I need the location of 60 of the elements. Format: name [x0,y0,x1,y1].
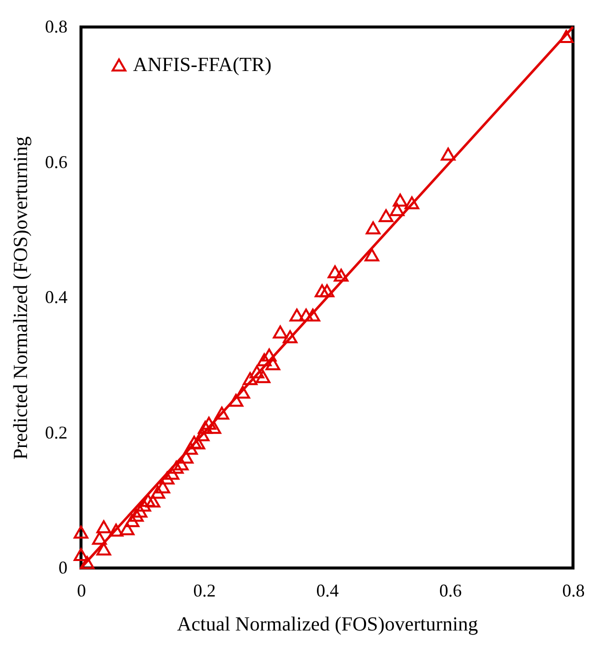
point [129,508,144,522]
x-tick-label: 0 [77,580,86,600]
point [155,480,170,494]
point [392,194,408,207]
point [108,524,124,537]
point [266,357,280,370]
point [164,466,180,480]
point [202,416,216,430]
point [558,30,574,43]
point [124,514,140,528]
point [214,406,230,420]
point [242,372,258,386]
y-axis-title: Predicted Normalized (FOS)overturning [10,136,32,460]
point [390,203,404,216]
point [169,460,184,474]
point [206,420,222,434]
point [366,221,380,234]
x-tick-label: 0.2 [193,580,216,600]
x-tick-label: 0.8 [562,580,585,600]
x-tick-label: 0.6 [439,580,462,600]
point [80,556,94,570]
point [272,326,288,338]
legend-label: ANFIS-FFA(TR) [133,54,272,76]
point [183,442,198,455]
point [256,353,272,366]
point [314,284,330,298]
point [92,532,107,545]
point [132,504,148,518]
x-tick-label: 0.4 [316,580,339,600]
point [290,308,304,322]
point [150,486,166,499]
y-tick-label: 0.6 [45,152,68,172]
point [96,542,112,556]
point [174,457,189,470]
point [328,265,342,278]
point [250,365,264,378]
point [282,330,298,344]
y-tick-label: 0.2 [45,422,68,442]
point [364,248,380,262]
point [404,196,420,210]
y-tick-label: 0.8 [45,16,68,36]
y-tick-label: 0.4 [45,287,68,307]
point [256,370,270,384]
x-axis-title: Actual Normalized (FOS)overturning [176,614,478,636]
point [334,268,348,282]
point [194,428,210,442]
y-tick-label: 0 [58,558,68,578]
point [140,494,156,507]
point [96,520,112,534]
point [120,522,134,536]
point [74,526,88,539]
point [440,148,456,161]
point [262,348,277,362]
point [320,284,334,298]
point [235,386,250,399]
point [146,494,160,508]
point [178,450,194,464]
point [74,548,88,561]
point [228,394,244,407]
point [378,209,394,222]
